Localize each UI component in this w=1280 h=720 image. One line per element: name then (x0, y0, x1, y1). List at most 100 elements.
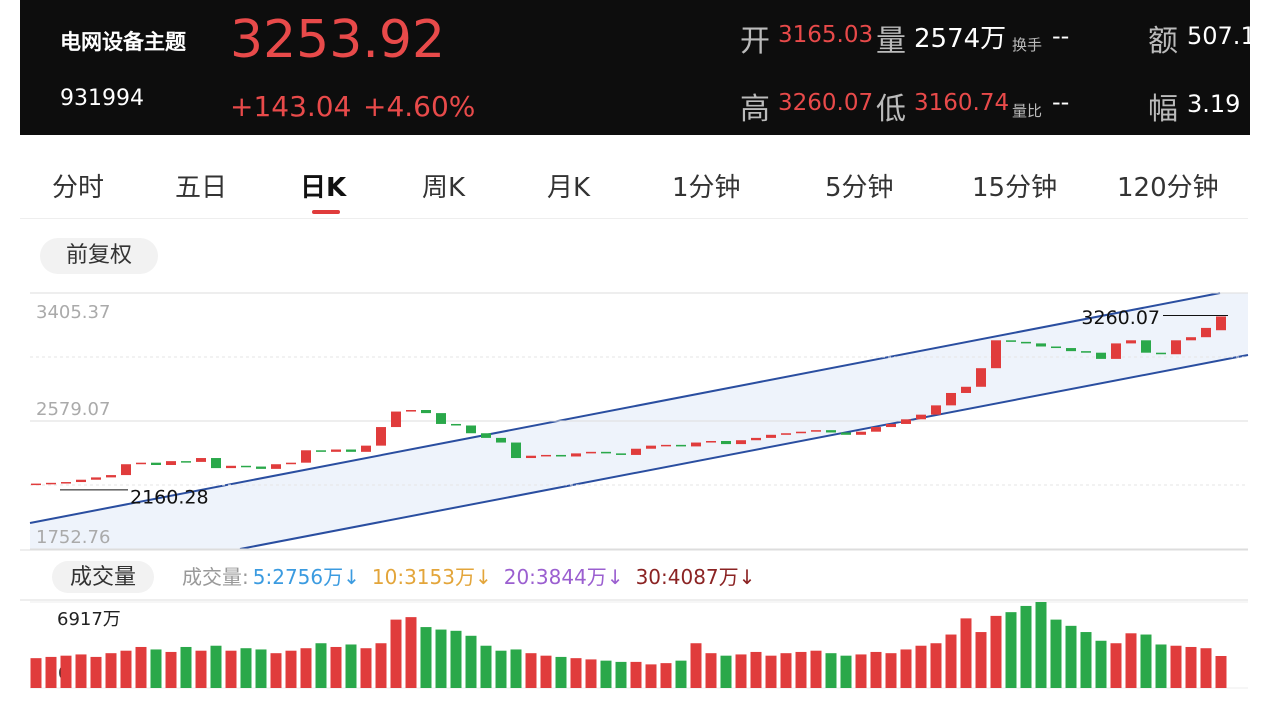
candle (76, 479, 86, 483)
candle (166, 461, 176, 466)
candle (526, 455, 536, 459)
volume-bar (240, 648, 252, 688)
stat-value: 3260.07 (778, 90, 874, 116)
tab[interactable]: 分时 (52, 173, 105, 203)
volume-bar (630, 661, 642, 688)
candle (1036, 343, 1046, 347)
candle (496, 437, 506, 443)
volume-title: 成交量 (70, 565, 136, 590)
volume-bar (345, 644, 357, 688)
candle (211, 458, 221, 469)
adjust-button[interactable]: 前复权 (40, 238, 158, 274)
volume-bar (135, 646, 147, 688)
volume-legend: 成交量: 5:2756万↓ 10:3153万↓ 20:3844万↓ 30:4087万↓ (182, 565, 755, 589)
stat-label: 量 (876, 24, 906, 59)
candle (121, 464, 131, 476)
tab[interactable]: 月K (547, 173, 591, 203)
candle (451, 423, 461, 426)
candle (271, 464, 281, 469)
volume-bar (195, 650, 207, 688)
volume-bar (270, 653, 282, 688)
quote-header: 电网设备主题 931994 3253.92 +143.04 +4.60% 开 3… (20, 0, 1250, 135)
stat-value: 3160.74 (914, 90, 1010, 116)
candle (1126, 340, 1136, 344)
tab[interactable]: 五日 (175, 173, 228, 203)
tab[interactable]: 15分钟 (972, 173, 1058, 203)
candle (586, 451, 596, 454)
tab[interactable]: 120分钟 (1117, 173, 1219, 203)
candle (46, 482, 56, 485)
y-tick-label: 2579.07 (36, 399, 110, 420)
candle (481, 433, 491, 438)
legend-entry: 10:3153万↓ (372, 565, 492, 589)
volume-bar (720, 655, 732, 688)
volume-bar (990, 615, 1002, 688)
volume-bar (585, 659, 597, 688)
volume-bar (600, 660, 612, 688)
candle (1081, 351, 1091, 353)
candle (91, 477, 101, 480)
candle (961, 386, 971, 393)
volume-bar (540, 655, 552, 688)
volume-bar (810, 650, 822, 688)
candle (301, 450, 311, 463)
volume-bar (1005, 612, 1017, 688)
volume-bar (975, 632, 987, 688)
volume-bar (525, 653, 537, 688)
candle (346, 449, 356, 452)
volume-bar (315, 643, 327, 688)
stat-value: -- (1052, 88, 1070, 116)
volume-bar (690, 643, 702, 688)
candle (691, 442, 701, 447)
tab-underline (312, 210, 340, 214)
volume-bar (330, 646, 342, 688)
candle (436, 413, 446, 424)
candle (391, 411, 401, 428)
volume-bar (150, 649, 162, 688)
volume-bar (450, 630, 462, 688)
candle (106, 475, 116, 478)
tab[interactable]: 1分钟 (672, 173, 741, 203)
index-code: 931994 (60, 86, 144, 111)
candle (286, 462, 296, 465)
candle (466, 425, 476, 434)
stat-label: 低 (876, 92, 906, 127)
tab[interactable]: 日K (300, 173, 347, 203)
candle (856, 431, 866, 435)
candle (826, 430, 836, 433)
candle (736, 440, 746, 445)
change: +143.04 (230, 90, 352, 123)
volume-bar (960, 618, 972, 688)
volume-bar (1155, 644, 1167, 688)
candle (946, 392, 956, 406)
legend-entry: 5:2756万↓ (253, 565, 360, 589)
candle (256, 466, 266, 469)
price: 3253.92 (230, 10, 446, 70)
stat-value: 3165.03 (778, 22, 874, 48)
candle (1171, 340, 1181, 355)
y-tick-label: 3405.37 (36, 302, 110, 323)
volume-bar (420, 627, 432, 688)
volume-bar (1140, 634, 1152, 688)
volume-bar (555, 656, 567, 688)
candle (811, 430, 821, 432)
volume-bar (750, 651, 762, 688)
candle (976, 368, 986, 387)
candle (1051, 346, 1061, 349)
annotation: 3260.07 (1081, 307, 1160, 329)
candle (721, 440, 731, 445)
tab[interactable]: 周K (422, 173, 466, 203)
volume-bar (1020, 605, 1032, 688)
candle (706, 440, 716, 443)
volume-bar (120, 650, 132, 688)
tab[interactable]: 5分钟 (825, 173, 894, 203)
volume-bar (645, 664, 657, 688)
candle (601, 451, 611, 454)
volume-bar (1095, 640, 1107, 688)
candle (181, 461, 191, 463)
volume-bar (795, 651, 807, 688)
stat-value: 2574万 (914, 24, 1007, 54)
candle (1021, 341, 1031, 344)
